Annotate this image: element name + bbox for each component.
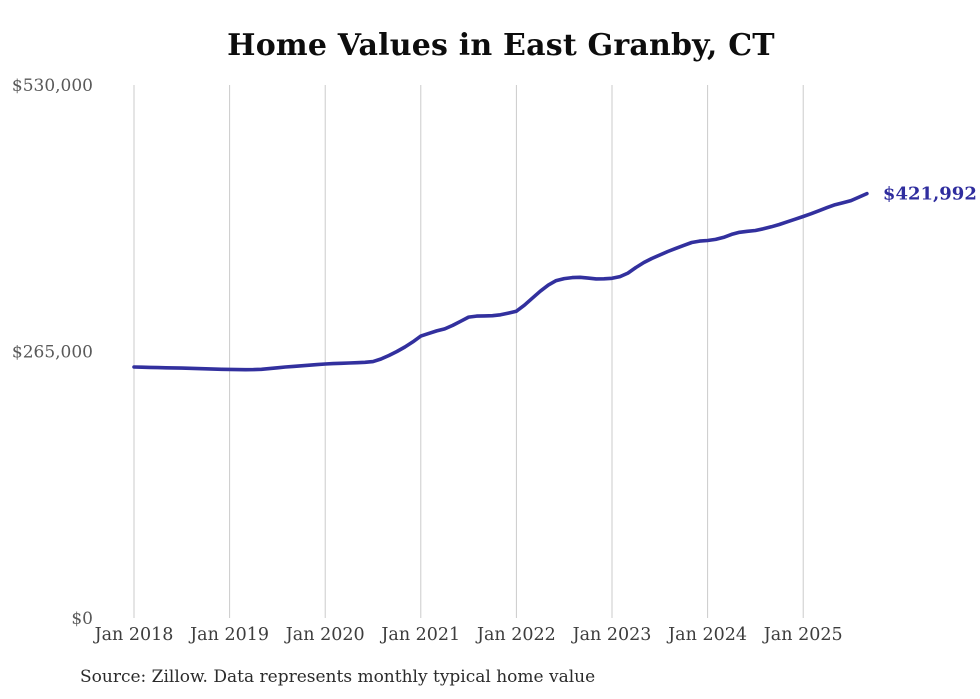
x-tick-label: Jan 2024	[666, 625, 747, 645]
x-tick-label: Jan 2025	[762, 625, 843, 645]
latest-value-annotation: $421,992	[883, 184, 977, 205]
x-tick-label: Jan 2019	[188, 625, 269, 645]
x-tick-label: Jan 2021	[379, 625, 460, 645]
home-value-line	[132, 191, 869, 372]
x-tick-label: Jan 2022	[475, 625, 556, 645]
y-tick-label: $0	[71, 609, 93, 629]
y-tick-label: $265,000	[12, 343, 93, 363]
chart-title: Home Values in East Granby, CT	[227, 28, 775, 63]
y-tick-label: $530,000	[12, 76, 93, 96]
x-tick-label: Jan 2023	[571, 625, 652, 645]
x-tick-label: Jan 2018	[93, 625, 174, 645]
x-tick-label: Jan 2020	[284, 625, 365, 645]
source-note: Source: Zillow. Data represents monthly …	[80, 667, 596, 687]
